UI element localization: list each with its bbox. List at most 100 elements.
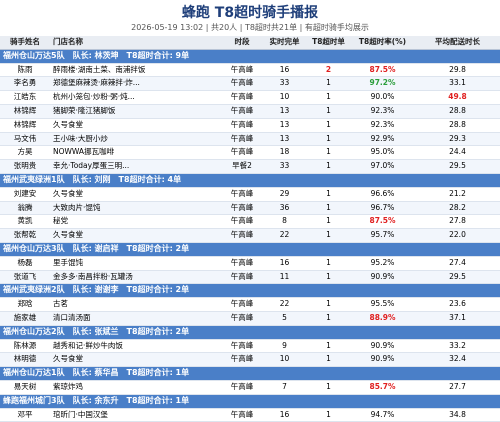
cell: 久号食堂 [50,352,222,368]
cell: 杭州小笼包·炒粉·粥·炖... [50,90,222,105]
cell: 久号食堂 [50,187,222,202]
cell: 翁腾 [0,201,50,216]
rider-row: 张明贵 幸允·Today厚蛋三明... 早餐2 33 1 97.0% 29.5 [0,159,500,174]
cell: 醉雨楼·湖南土菜、南浦拌饭 [50,63,222,78]
cell: 张帮乾 [0,228,50,243]
column-header: 实时完单 [262,36,307,50]
cell: 96.7% [350,201,415,216]
cell: 午高峰 [222,297,262,312]
cell: 午高峰 [222,339,262,354]
cell: 1 [307,270,350,285]
cell: 9 [262,339,307,354]
group-label: 福州仓山万达1队 队长: 蔡华昌 T8超时合计: 1单 [0,366,500,381]
rider-row: 易天树 紫琼炸鸡 午高峰 7 1 85.7% 27.7 [0,380,500,395]
cell: 37.1 [415,311,500,326]
cell: 久号食堂 [50,228,222,243]
rider-row: 林锦辉 久号食堂 午高峰 13 1 92.3% 28.8 [0,118,500,133]
cell: 久号食堂 [50,118,222,133]
group-row: 福州仓山万达2队 队长: 张斌兰 T8超时合计: 2单 [0,325,500,340]
rider-row: 刘建安 久号食堂 午高峰 29 1 96.6% 21.2 [0,187,500,202]
cell: 27.4 [415,256,500,271]
cell: 94.7% [350,408,415,422]
cell: 90.9% [350,352,415,368]
cell: 22 [262,297,307,312]
cell: 午高峰 [222,352,262,368]
cell: 午高峰 [222,104,262,119]
cell: 琯昕门·中国汉堡 [50,408,222,422]
rider-row: 黄凯 秘党 午高峰 8 1 87.5% 27.8 [0,214,500,230]
cell: 施家雄 [0,311,50,326]
cell: 95.2% [350,256,415,271]
cell: 33 [262,76,307,92]
cell: 黄凯 [0,214,50,230]
cell: 陈林源 [0,339,50,354]
cell: 16 [262,256,307,271]
cell: 易天树 [0,380,50,395]
group-row: 蜂跑福州城门3队 队长: 余东升 T8超时合计: 1单 [0,394,500,409]
cell: 87.5% [350,63,415,78]
cell: 33 [262,159,307,174]
cell: 13 [262,104,307,119]
cell: 97.2% [350,76,415,92]
cell: 22 [262,228,307,243]
group-label: 福州仓山万达5队 队长: 林茨坤 T8超时合计: 9单 [0,49,500,64]
cell: 午高峰 [222,201,262,216]
cell: 午高峰 [222,63,262,78]
cell: 李名勇 [0,76,50,92]
cell: 紫琼炸鸡 [50,380,222,395]
cell: 午高峰 [222,256,262,271]
rider-row: 翁腾 大致肉片·馄饨 午高峰 36 1 96.7% 28.2 [0,201,500,216]
cell: 87.5% [350,214,415,230]
cell: 88.9% [350,311,415,326]
cell: 1 [307,90,350,105]
rider-row: 郑晗 古茗 午高峰 22 1 95.5% 23.6 [0,297,500,312]
cell: 1 [307,76,350,92]
cell: 1 [307,159,350,174]
cell: 午高峰 [222,270,262,285]
cell: 猪脚荣·隆江猪脚饭 [50,104,222,119]
cell: 29.8 [415,63,500,78]
cell: 16 [262,408,307,422]
cell: 林锦辉 [0,104,50,119]
header-row: 骑手姓名 门店名称 时段 实时完单 T8超时单 T8超时率(%) 平均配送时长 [0,36,500,50]
rider-row: 张道飞 金多多·南昌拌粉·瓦罐汤 午高峰 11 1 90.9% 29.5 [0,270,500,285]
cell: 午高峰 [222,76,262,92]
cell: 16 [262,63,307,78]
cell: 金多多·南昌拌粉·瓦罐汤 [50,270,222,285]
cell: 92.9% [350,132,415,147]
cell: 90.9% [350,339,415,354]
cell: 午高峰 [222,408,262,422]
cell: 11 [262,270,307,285]
rider-row: 杨磊 里手馄饨 午高峰 16 1 95.2% 27.4 [0,256,500,271]
cell: 1 [307,311,350,326]
cell: 29.5 [415,159,500,174]
cell: 清口清汤面 [50,311,222,326]
cell: 午高峰 [222,132,262,147]
cell: 杨磊 [0,256,50,271]
cell: 92.3% [350,118,415,133]
cell: 29 [262,187,307,202]
cell: 13 [262,118,307,133]
cell: 90.0% [350,90,415,105]
cell: 28.2 [415,201,500,216]
cell: 午高峰 [222,228,262,243]
cell: 85.7% [350,380,415,395]
cell: 95.0% [350,145,415,161]
cell: 1 [307,380,350,395]
rider-row: 陈雨 醉雨楼·湖南土菜、南浦拌饭 午高峰 16 2 87.5% 29.8 [0,63,500,78]
cell: 1 [307,339,350,354]
cell: 1 [307,228,350,243]
cell: 2 [307,63,350,78]
group-label: 福州武夷绿洲1队 队长: 刘刚 T8超时合计: 4单 [0,173,500,188]
cell: NOWWA挪瓦咖啡 [50,145,222,161]
cell: 10 [262,352,307,368]
rider-row: 江皓东 杭州小笼包·炒粉·粥·炖... 午高峰 10 1 90.0% 49.8 [0,90,500,105]
cell: 1 [307,201,350,216]
cell: 29.3 [415,132,500,147]
cell: 1 [307,352,350,368]
group-row: 福州武夷绿洲1队 队长: 刘刚 T8超时合计: 4单 [0,173,500,188]
cell: 1 [307,297,350,312]
cell: 越秀和记·鲜炒牛肉饭 [50,339,222,354]
cell: 里手馄饨 [50,256,222,271]
